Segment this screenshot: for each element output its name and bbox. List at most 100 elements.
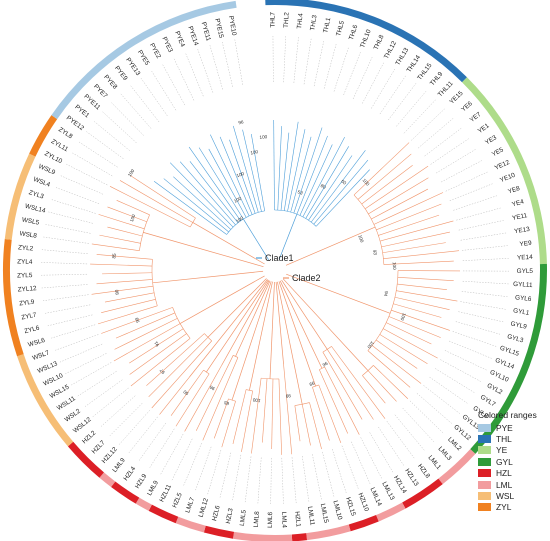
range-segment-hzl [203, 525, 235, 539]
tip-guide-line [462, 281, 509, 285]
branch-tip [361, 164, 413, 205]
tip-guide-line [416, 393, 452, 424]
tip-guide-line [209, 45, 223, 90]
tip-guide-line [424, 128, 462, 157]
branch-tip [151, 340, 212, 409]
bootstrap-label: 85 [111, 253, 116, 259]
tip-guide-line [402, 407, 435, 442]
tip-label: THL13 [394, 46, 410, 66]
tip-label: HZL15 [344, 496, 357, 517]
tip-label: HZL11 [158, 483, 173, 503]
branch-tip [229, 139, 256, 214]
legend-label: HZL [496, 468, 512, 479]
tip-label: YE12 [494, 159, 512, 172]
tip-guide-line [396, 91, 427, 127]
tip-label: LML13 [380, 481, 395, 502]
tip-guide-line [71, 362, 112, 386]
branch-tip [362, 375, 386, 404]
branch-arc [322, 346, 332, 353]
bootstrap-label: 100 [236, 171, 245, 178]
tip-label: YE5 [491, 146, 505, 158]
tip-guide-line [371, 68, 395, 109]
tip-guide-line [185, 53, 204, 97]
bootstrap-label: 100 [357, 234, 364, 243]
branch-tip [129, 328, 184, 364]
tip-label: ZYL11 [50, 138, 70, 153]
tip-guide-line [409, 400, 444, 433]
branch-tip [397, 283, 447, 291]
tip-guide-line [55, 187, 100, 204]
branch-tip [175, 373, 210, 427]
branch-tip [210, 134, 250, 216]
branch-arc [172, 307, 191, 339]
branch-tip [169, 162, 234, 228]
tip-guide-line [302, 455, 310, 502]
tip-guide-line [78, 141, 118, 168]
tip-label: GYL2 [486, 382, 504, 396]
legend-entry-thl: THL [478, 433, 548, 444]
tip-label: WSL14 [24, 203, 46, 215]
tip-label: ZYL2 [18, 244, 34, 252]
bootstrap-label: 91 [153, 340, 160, 347]
range-segment-lml [376, 502, 406, 522]
branch-tip [104, 292, 155, 303]
tip-guide-line [293, 37, 299, 83]
branch-stem [143, 232, 264, 268]
tip-guide-line [436, 149, 476, 174]
branch-tip [195, 355, 234, 431]
branch-arc [190, 217, 196, 228]
range-segment-hzl [111, 481, 140, 504]
branch-stem [249, 281, 273, 391]
branch-tip [184, 364, 223, 432]
branch-tip [378, 214, 440, 236]
range-segment-zyl [29, 115, 58, 157]
tip-guide-line [94, 121, 130, 151]
branch-tip [299, 144, 333, 216]
tip-label: YE9 [519, 240, 532, 248]
tip-guide-line [41, 274, 88, 276]
tip-label: HZL14 [392, 475, 408, 495]
tip-label: WSL2 [64, 408, 83, 424]
tip-guide-line [312, 454, 322, 500]
branch-tip [251, 378, 262, 454]
bootstrap-label: 65 [223, 400, 230, 407]
bootstrap-label: 100 [362, 178, 371, 187]
tip-guide-line [47, 314, 93, 327]
branch-stem [207, 278, 267, 338]
branch-tip [102, 272, 153, 275]
tip-guide-line [197, 49, 214, 93]
tip-label: GYL10 [489, 369, 510, 384]
tip-label: LML14 [369, 487, 384, 508]
tip-label: GYL3 [506, 333, 524, 344]
branch-arc [233, 355, 239, 358]
tip-label: PYE1 [73, 104, 90, 120]
tip-label: PYE9 [113, 65, 129, 83]
tip-label: ZYL9 [19, 299, 36, 308]
branch-tip [170, 369, 204, 416]
branch-tip [278, 378, 282, 455]
clade1-label: Clade1 [265, 253, 294, 263]
tip-label: YE14 [517, 254, 533, 262]
tip-label: THL3 [309, 14, 318, 31]
branch-tip [290, 136, 312, 213]
tip-guide-line [119, 410, 150, 445]
range-segment-lml [135, 497, 152, 511]
bootstrap-label: 96 [209, 384, 216, 391]
branch-stem [152, 270, 264, 284]
branch-tip [308, 155, 353, 221]
bootstrap-label: 99 [134, 316, 141, 323]
tip-guide-line [234, 39, 243, 85]
tip-label: ZYL3 [28, 189, 45, 200]
tip-label: THL10 [359, 28, 373, 49]
branch-stem [286, 273, 391, 314]
tree-branches [90, 120, 460, 455]
clade2-label: Clade2 [292, 273, 321, 283]
branch-arc [151, 259, 158, 306]
tip-label: PYE2 [148, 42, 162, 60]
range-segment-ye [462, 77, 547, 265]
tip-label: LML11 [306, 506, 316, 526]
bootstrap-label: 100 [250, 149, 259, 155]
branch-tip [381, 231, 450, 248]
tip-label: LML1 [427, 454, 443, 471]
tip-labels: THL7 THL2 THL4 THL3 THL1 THL5 THL6 THL10 THL8THL… [17, 12, 533, 529]
